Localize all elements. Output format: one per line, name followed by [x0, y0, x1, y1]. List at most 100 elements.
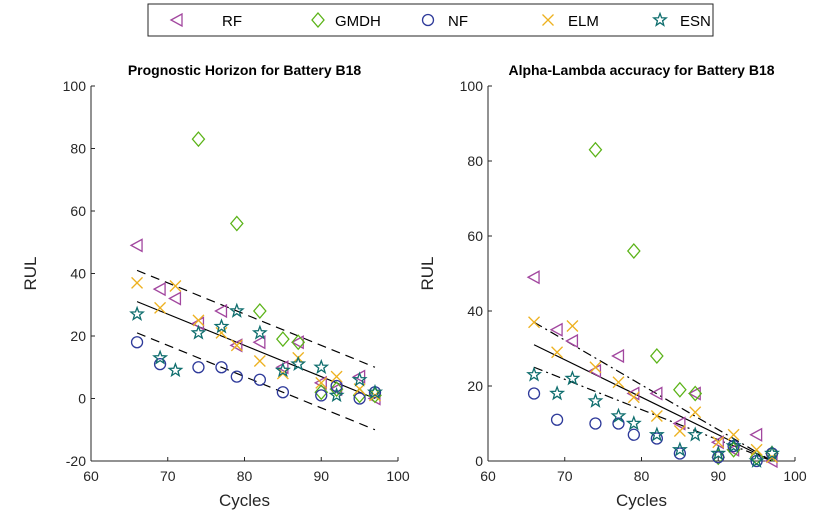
point-nf [192, 361, 205, 374]
point-nf [650, 432, 663, 445]
point-nf [550, 413, 564, 426]
point-esn [351, 371, 368, 387]
point-elm [131, 276, 144, 289]
legend-label-rf: RF [222, 13, 242, 30]
point-elm [712, 436, 725, 449]
y-tick-label: 60 [467, 228, 483, 244]
point-rf [687, 386, 701, 401]
point-rf [526, 270, 540, 285]
point-elm [551, 346, 564, 359]
point-esn [587, 392, 604, 408]
y-tick-label: 100 [63, 78, 87, 94]
point-nf [330, 379, 343, 393]
legend-marker-esn [652, 11, 668, 27]
chart-title: Prognostic Horizon for Battery B18 [128, 62, 362, 78]
y-tick-label: 0 [475, 453, 483, 469]
point-esn [190, 324, 207, 340]
x-tick-label: 60 [480, 468, 496, 484]
point-esn [274, 362, 291, 378]
point-esn [648, 426, 665, 442]
point-gmdh [229, 215, 244, 232]
legend-marker-rf [169, 12, 183, 28]
point-gmdh [252, 303, 267, 319]
point-rf [214, 303, 228, 319]
legend: RF GMDH NF ELM ESN [147, 3, 714, 37]
point-nf [230, 370, 243, 383]
x-axis-label: Cycles [616, 491, 667, 510]
point-rf [275, 360, 289, 375]
point-gmdh [588, 141, 603, 158]
legend-label-esn: ESN [680, 13, 711, 30]
legend-marker-nf [421, 13, 435, 27]
point-gmdh [726, 441, 741, 458]
legend-marker-elm [542, 14, 554, 26]
reference-line-dashed [136, 269, 376, 368]
x-tick-label: 90 [313, 468, 329, 484]
point-esn [764, 445, 781, 461]
legend-marker-gmdh [311, 12, 325, 28]
point-rf [352, 369, 366, 384]
point-rf [229, 338, 243, 353]
point-esn [610, 407, 627, 423]
point-esn [748, 452, 765, 468]
point-gmdh [688, 385, 703, 402]
point-gmdh [291, 334, 306, 351]
point-elm [627, 391, 640, 404]
y-tick-label: 80 [467, 153, 483, 169]
chart-title: Alpha-Lambda accuracy for Battery B18 [508, 62, 774, 78]
reference-line-solid [136, 301, 376, 400]
y-tick-label: 0 [78, 391, 86, 407]
point-esn [251, 324, 268, 340]
point-rf [252, 335, 266, 350]
point-rf [549, 322, 563, 337]
x-tick-label: 70 [557, 468, 573, 484]
legend-label-elm: ELM [568, 13, 599, 30]
point-rf [710, 435, 724, 450]
point-rf [749, 427, 763, 442]
point-gmdh [368, 387, 382, 404]
point-elm [727, 428, 740, 441]
point-elm [673, 425, 686, 437]
point-elm [528, 316, 541, 329]
point-elm [566, 320, 579, 332]
point-nf [589, 417, 602, 430]
point-rf [565, 333, 579, 349]
point-esn [725, 437, 742, 453]
point-nf [627, 428, 640, 441]
point-elm [315, 376, 328, 389]
point-esn [328, 387, 345, 403]
y-tick-label: 20 [467, 378, 483, 394]
point-nf [253, 373, 267, 386]
point-esn [549, 385, 566, 401]
y-tick-label: 20 [70, 328, 86, 344]
point-gmdh [276, 331, 290, 348]
point-esn [290, 355, 307, 371]
point-elm [750, 443, 763, 456]
x-tick-label: 80 [634, 468, 650, 484]
point-esn [710, 445, 727, 461]
reference-line-dashed [136, 332, 376, 431]
point-rf [726, 442, 740, 457]
x-tick-label: 90 [710, 468, 726, 484]
y-tick-label: 80 [70, 141, 86, 157]
x-tick-label: 60 [83, 468, 99, 484]
x-tick-label: 100 [386, 468, 410, 484]
legend-box [147, 3, 714, 37]
point-gmdh [626, 243, 641, 259]
point-nf [276, 386, 290, 399]
x-tick-label: 70 [160, 468, 176, 484]
point-nf [673, 447, 687, 460]
point-esn [152, 349, 169, 365]
point-gmdh [673, 381, 687, 398]
panel-alpha-lambda: 60 70 80 90 100 0 20 40 60 80 100 Cycles RUL Alpha-La… [418, 62, 807, 510]
panel-prognostic-horizon: 60 70 80 90 100 -20 0 20 40 60 80 100 Cycles RUL Progn… [21, 62, 410, 510]
point-elm [169, 280, 182, 292]
point-gmdh [649, 348, 664, 364]
point-esn [129, 305, 145, 321]
point-elm [192, 314, 205, 327]
point-rf [611, 348, 625, 364]
point-esn [625, 415, 642, 431]
point-nf [353, 392, 366, 405]
point-nf [153, 357, 167, 371]
